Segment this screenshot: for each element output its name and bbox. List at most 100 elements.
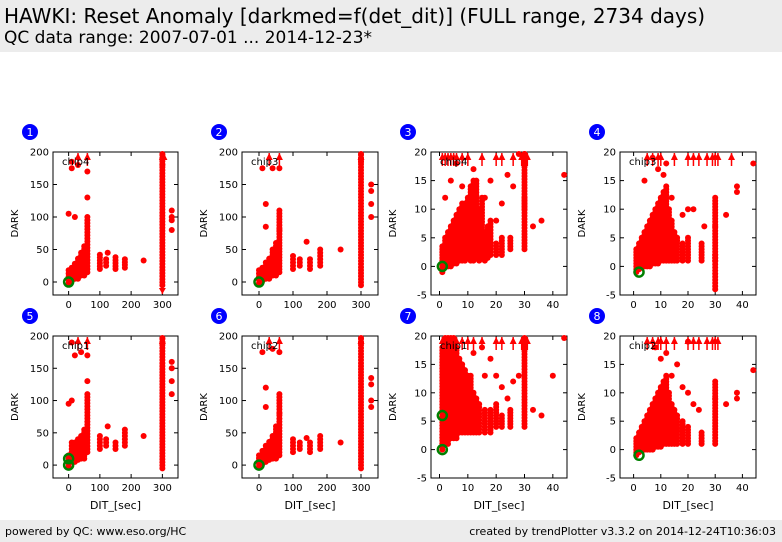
panel-1-xtick-label: 100	[90, 300, 109, 311]
panel-3-outlier-arrow-up	[498, 153, 506, 160]
panel-5-latest-marker	[62, 459, 75, 471]
panel-5-xlabel: DIT_[sec]	[90, 499, 141, 512]
panel-7-point	[470, 389, 477, 396]
panel-4-point	[712, 194, 719, 201]
panel-2-outlier-arrow-up	[265, 153, 273, 160]
panel-8-point	[723, 401, 730, 408]
panel-2-point	[269, 165, 276, 172]
panel-3-ytick-label: 0	[421, 262, 427, 273]
panel-8-number-label: 8	[594, 310, 601, 323]
page-subtitle: QC data range: 2007-07-01 ... 2014-12-23…	[4, 28, 373, 48]
panel-4-point	[723, 211, 730, 218]
panel-7-xtick-label: 20	[490, 483, 503, 494]
panel-4-outlier-arrow-up	[684, 153, 692, 160]
panel-5-point	[84, 378, 91, 385]
panel-1-ytick-label: 100	[30, 213, 49, 224]
panel-8-xtick-label: 30	[709, 483, 722, 494]
panel-8-point	[712, 395, 719, 402]
panel-7-point	[561, 335, 568, 341]
panel-7-point	[462, 367, 468, 374]
panel-6-ytick-label: 50	[225, 428, 238, 439]
panel-2-point	[276, 165, 283, 172]
panel-2-point	[317, 246, 324, 253]
panel-8-ytick-label: 0	[610, 445, 616, 456]
panel-5-point	[168, 378, 175, 385]
panel-3-outlier-arrow-up	[509, 153, 517, 160]
panel-4-outlier-arrow-up	[714, 153, 722, 160]
panel-7-outlier-arrow-up	[478, 337, 486, 344]
panel-5-ytick-label: 200	[30, 332, 49, 343]
panel-5-number-badge	[22, 308, 38, 324]
panel-4-xtick-label: 0	[630, 300, 636, 311]
panel-4-point	[701, 223, 708, 230]
panel-8: 0 10 20 30 40 -5 0 5 10 15 20 DARK DIT_[sec] chip2 8	[577, 308, 757, 512]
panel-4-ytick-label: 5	[610, 233, 616, 244]
panel-7-point	[549, 372, 556, 379]
panel-1-point	[65, 210, 72, 217]
panel-5-point	[168, 391, 175, 398]
panel-7-outlier-arrow-up	[447, 337, 455, 344]
panel-7-ytick-label: 5	[421, 417, 427, 428]
panel-8-ytick-label: 5	[610, 417, 616, 428]
panel-8-ytick-label: 20	[603, 332, 616, 343]
panel-7-point	[498, 384, 505, 391]
panel-8-point	[663, 350, 670, 357]
panel-5-point	[68, 339, 75, 346]
panel-2-point	[262, 223, 269, 230]
panel-6-point	[368, 397, 375, 404]
panel-1-ylabel: DARK	[10, 209, 21, 237]
panel-2-number-badge	[211, 124, 227, 140]
panel-4-latest-marker	[633, 266, 645, 278]
panel-3-ylabel: DARK	[388, 209, 399, 237]
panel-1-outlier-arrow-down	[158, 288, 166, 294]
panel-8-ytick-label: -5	[606, 474, 616, 485]
panel-8-latest-marker	[633, 449, 645, 462]
panel-1-point	[112, 254, 119, 261]
panel-8-point	[671, 406, 678, 413]
panel-5-point	[84, 352, 91, 359]
panel-2-ytick-label: 150	[219, 180, 238, 191]
panel-4-ytick-label: -5	[606, 291, 616, 302]
panel-8-point	[750, 367, 757, 374]
panel-7-point	[481, 372, 488, 379]
panel-6-xtick-label: 100	[283, 483, 302, 494]
panel-4-point	[685, 206, 691, 213]
panel-6-number-label: 6	[216, 310, 223, 323]
panel-7-point	[530, 406, 536, 413]
panel-6-point	[317, 433, 324, 440]
panel-1-xtick-label: 300	[153, 300, 172, 311]
panel-3-point	[538, 217, 545, 224]
panel-1-chip-label: chip4	[62, 157, 89, 168]
panel-5-outlier-arrow-up	[74, 337, 82, 344]
panel-3-xtick-label: 20	[490, 300, 503, 311]
panel-1-point	[103, 256, 110, 263]
panel-4-ytick-label: 15	[603, 176, 616, 187]
panel-2-outlier-arrow-up	[357, 153, 365, 160]
panel-5-ytick-label: 0	[43, 461, 49, 472]
panel-6-point	[368, 381, 375, 388]
panel-2-point	[276, 207, 283, 214]
footer-created-by: created by trendPlotter v3.3.2 on 2014-1…	[469, 525, 776, 538]
panel-1: 0 100 200 300 0 50 100 150 200 DARK chip4 1	[10, 124, 179, 311]
panel-3-outlier-arrow-up	[453, 153, 460, 160]
panel-4: 0 10 20 30 40 -5 0 5 10 15 20 DARK chip3 4	[577, 124, 757, 311]
panel-4-point	[655, 166, 662, 173]
panel-7-latest-marker	[436, 443, 449, 456]
panel-4-outlier-arrow-up	[657, 153, 665, 160]
panel-8-chip-label: chip2	[629, 341, 656, 352]
panel-7-latest-marker	[436, 409, 449, 422]
panel-8-point	[679, 418, 686, 425]
panel-4-outlier-arrow-up	[695, 153, 703, 160]
panel-3-point	[481, 194, 488, 201]
panel-5-point	[121, 426, 128, 433]
panel-5-point	[78, 349, 85, 356]
panel-8-outlier-arrow-up	[670, 337, 678, 344]
panel-1-ytick-label: 150	[30, 180, 49, 191]
panel-3-point	[504, 171, 511, 178]
panel-2-chip-label: chip3	[251, 157, 278, 168]
panel-6-point	[276, 410, 283, 417]
panel-4-point	[668, 217, 675, 224]
panel-4-ytick-label: 0	[610, 262, 616, 273]
panel-3-point	[470, 166, 477, 173]
panel-3-point	[459, 183, 466, 190]
